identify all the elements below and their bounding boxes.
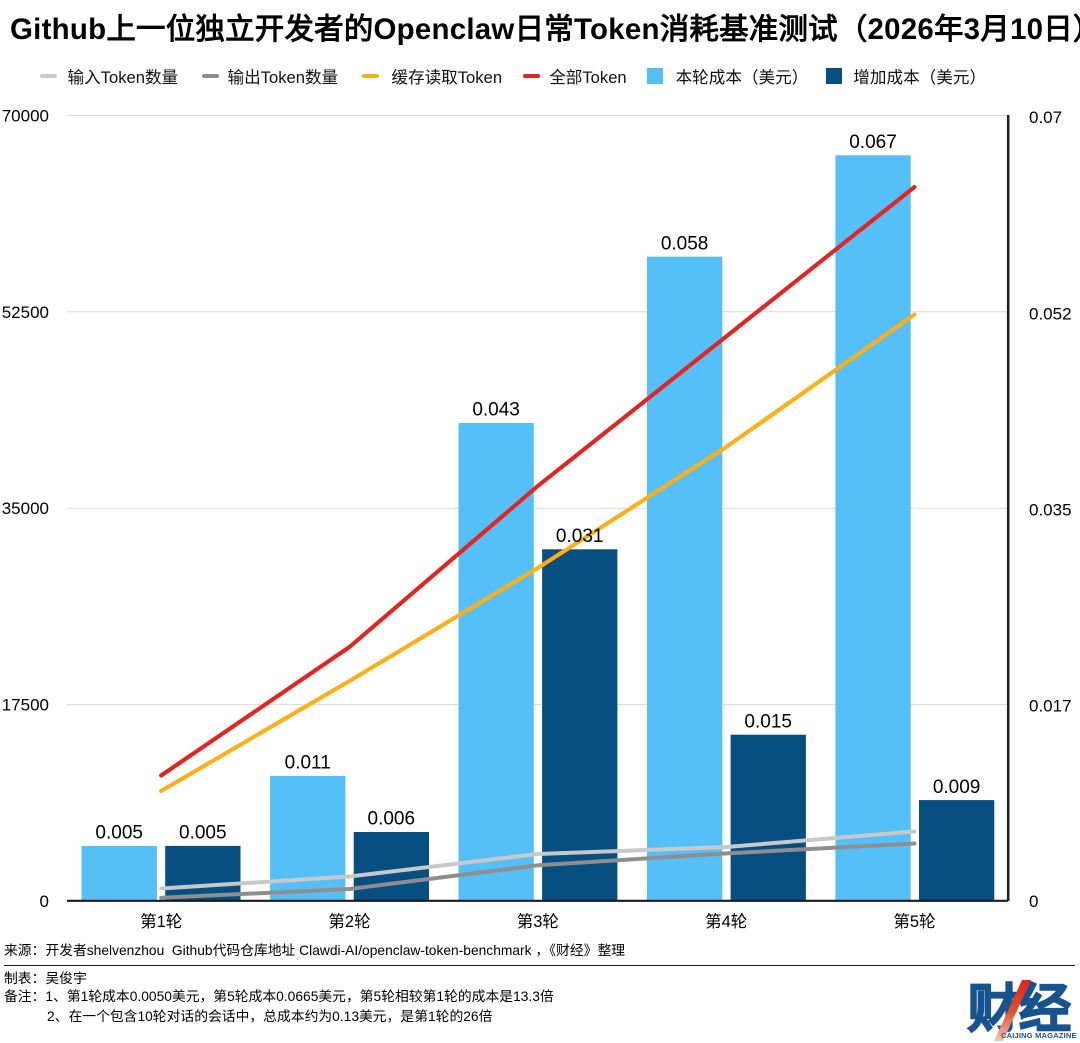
svg-text:52500: 52500 (2, 303, 49, 322)
svg-text:0.067: 0.067 (849, 132, 897, 153)
svg-text:35000: 35000 (2, 499, 49, 518)
svg-text:70000: 70000 (2, 106, 49, 125)
svg-text:第5轮: 第5轮 (893, 912, 935, 931)
svg-text:第1轮: 第1轮 (140, 912, 182, 931)
svg-text:0.006: 0.006 (368, 809, 416, 830)
svg-text:0.005: 0.005 (179, 823, 227, 844)
svg-text:第4轮: 第4轮 (705, 912, 747, 931)
svg-text:0.031: 0.031 (556, 526, 604, 547)
svg-text:0.015: 0.015 (744, 711, 792, 732)
svg-text:0: 0 (1029, 892, 1038, 911)
svg-text:0.058: 0.058 (661, 233, 709, 254)
svg-text:第3轮: 第3轮 (517, 912, 559, 931)
svg-text:0.017: 0.017 (1029, 697, 1072, 716)
svg-text:第2轮: 第2轮 (328, 912, 370, 931)
svg-text:0.035: 0.035 (1029, 501, 1072, 520)
svg-text:0.005: 0.005 (95, 823, 143, 844)
svg-text:17500: 17500 (2, 696, 49, 715)
svg-text:0.07: 0.07 (1029, 108, 1062, 127)
svg-text:0.009: 0.009 (933, 777, 981, 798)
svg-text:0.011: 0.011 (285, 753, 331, 774)
svg-text:0.052: 0.052 (1029, 305, 1072, 324)
svg-text:0: 0 (40, 892, 49, 911)
svg-text:0.043: 0.043 (472, 400, 520, 421)
svg-text:CAIJING MAGAZINE: CAIJING MAGAZINE (1001, 1031, 1077, 1040)
